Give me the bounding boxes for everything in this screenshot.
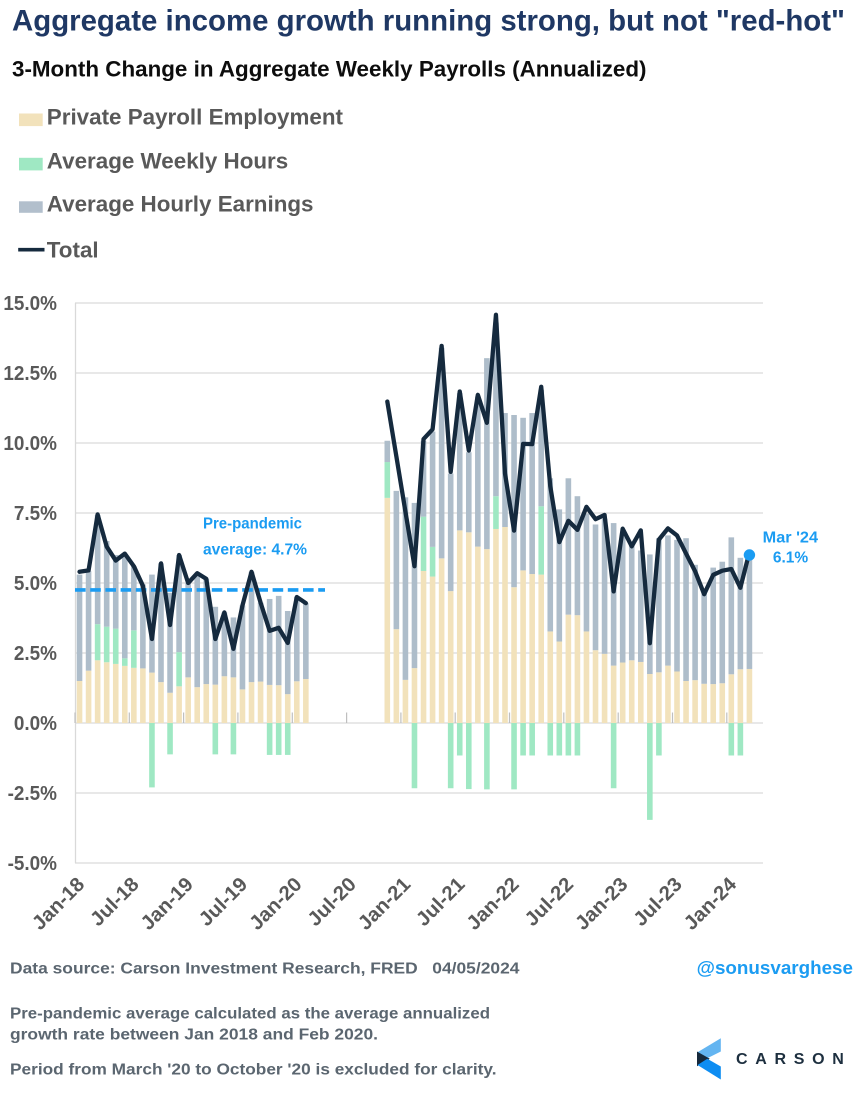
svg-text:Jul-23: Jul-23 xyxy=(629,873,686,930)
svg-text:Jan-20: Jan-20 xyxy=(245,873,306,934)
svg-text:Jan-22: Jan-22 xyxy=(463,873,524,934)
svg-text:Pre-pandemic: Pre-pandemic xyxy=(203,516,302,533)
svg-text:Jul-19: Jul-19 xyxy=(195,873,252,930)
svg-text:Total: Total xyxy=(47,238,99,263)
svg-text:Jan-24: Jan-24 xyxy=(680,873,742,935)
svg-text:Pre-pandemic average calculate: Pre-pandemic average calculated as the a… xyxy=(10,1006,490,1023)
svg-text:3-Month Change in Aggregate We: 3-Month Change in Aggregate Weekly Payro… xyxy=(12,56,647,81)
svg-text:Average Hourly Earnings: Average Hourly Earnings xyxy=(47,191,314,216)
svg-text:Jan-21: Jan-21 xyxy=(354,873,415,934)
svg-text:Average Weekly Hours: Average Weekly Hours xyxy=(47,149,288,174)
svg-text:2.5%: 2.5% xyxy=(14,643,57,665)
svg-text:-2.5%: -2.5% xyxy=(8,783,58,805)
svg-text:5.0%: 5.0% xyxy=(14,573,57,595)
svg-text:Data source: Carson Investment: Data source: Carson Investment Research,… xyxy=(10,961,520,978)
svg-text:Jan-23: Jan-23 xyxy=(571,873,632,934)
svg-text:0.0%: 0.0% xyxy=(14,713,57,735)
svg-text:Jul-22: Jul-22 xyxy=(521,873,578,930)
svg-text:CARSON: CARSON xyxy=(736,1051,852,1068)
svg-text:12.5%: 12.5% xyxy=(3,363,57,385)
svg-text:15.0%: 15.0% xyxy=(3,293,57,315)
svg-text:7.5%: 7.5% xyxy=(14,503,57,525)
svg-text:Aggregate income growth runnin: Aggregate income growth running strong, … xyxy=(12,5,845,38)
svg-text:Mar '24: Mar '24 xyxy=(763,530,819,547)
svg-text:Jul-18: Jul-18 xyxy=(86,873,143,930)
svg-text:Private Payroll Employment: Private Payroll Employment xyxy=(47,105,344,130)
svg-text:@sonusvarghese: @sonusvarghese xyxy=(697,957,853,978)
svg-text:Period from March '20 to Octob: Period from March '20 to October '20 is … xyxy=(10,1062,497,1079)
svg-text:6.1%: 6.1% xyxy=(773,550,809,567)
svg-text:Jan-19: Jan-19 xyxy=(137,873,198,934)
svg-text:Jul-20: Jul-20 xyxy=(304,873,361,930)
svg-text:10.0%: 10.0% xyxy=(3,433,57,455)
svg-text:Jul-21: Jul-21 xyxy=(412,873,469,930)
svg-text:Jan-18: Jan-18 xyxy=(28,873,89,934)
svg-text:average: 4.7%: average: 4.7% xyxy=(203,542,307,559)
svg-text:-5.0%: -5.0% xyxy=(8,853,58,875)
svg-text:growth rate between Jan 2018 a: growth rate between Jan 2018 and Feb 202… xyxy=(10,1027,378,1044)
